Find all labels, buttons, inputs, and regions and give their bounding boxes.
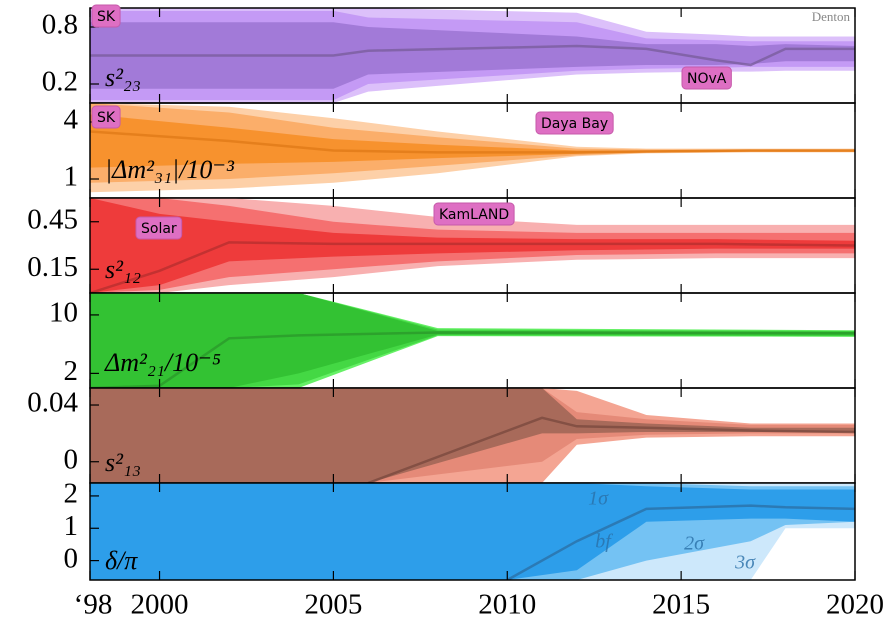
parameter-label: s²₁₃ bbox=[105, 448, 141, 477]
parameter-label: |Δm²₃₁|/10⁻³ bbox=[105, 155, 235, 184]
sigma-label: bf bbox=[595, 531, 613, 553]
experiment-tag: Solar bbox=[135, 216, 183, 240]
y-tick-label: 4 bbox=[64, 104, 79, 136]
band bbox=[90, 114, 855, 168]
panel bbox=[90, 8, 855, 103]
panel bbox=[90, 198, 855, 293]
y-tick-label: 1 bbox=[64, 161, 79, 193]
x-tick-label: 2010 bbox=[478, 589, 536, 621]
x-tick-label: 2020 bbox=[826, 589, 884, 621]
y-tick-label: 0.04 bbox=[27, 387, 78, 419]
experiment-tag: SK bbox=[91, 4, 121, 28]
y-tick-label: 2 bbox=[64, 355, 79, 387]
parameter-label: Δm²₂₁/10⁻⁵ bbox=[104, 348, 221, 377]
parameter-label: s²₁₂ bbox=[105, 255, 141, 284]
panel-frame bbox=[89, 482, 856, 581]
panel bbox=[90, 103, 855, 193]
sigma-label: 3σ bbox=[734, 552, 756, 574]
best-fit-line bbox=[506, 504, 855, 580]
tag-box bbox=[681, 66, 732, 90]
y-tick-label: 0.2 bbox=[42, 66, 78, 98]
x-tick-label: ‘98 bbox=[74, 589, 113, 621]
band bbox=[90, 198, 855, 293]
experiment-tag: Daya Bay bbox=[535, 111, 614, 135]
band bbox=[90, 22, 855, 89]
y-tick-label: 10 bbox=[49, 297, 78, 329]
panel bbox=[90, 483, 855, 580]
band bbox=[90, 293, 855, 388]
tag-text: SK bbox=[97, 110, 116, 126]
best-fit-line bbox=[90, 241, 855, 293]
tag-box bbox=[135, 216, 183, 240]
best-fit-line bbox=[90, 130, 855, 154]
tag-text: Daya Bay bbox=[541, 116, 608, 132]
tag-box bbox=[433, 202, 515, 226]
experiment-tag: NOvA bbox=[681, 66, 732, 90]
panel bbox=[90, 388, 855, 483]
best-fit-line bbox=[90, 331, 855, 388]
tag-box bbox=[91, 105, 121, 129]
parameter-label: s²₂₃ bbox=[105, 63, 141, 92]
tag-text: SK bbox=[97, 9, 116, 25]
sigma-label: 1σ bbox=[588, 488, 609, 510]
tag-box bbox=[535, 111, 614, 135]
x-tick-label: 2005 bbox=[304, 589, 362, 621]
tag-text: NOvA bbox=[687, 71, 727, 87]
x-tick-label: 2015 bbox=[652, 589, 710, 621]
y-tick-label: 1 bbox=[64, 510, 79, 542]
best-fit-line bbox=[367, 416, 855, 483]
band bbox=[90, 388, 855, 483]
y-tick-label: 0.15 bbox=[27, 251, 78, 283]
parameter-label: δ/π bbox=[105, 546, 138, 575]
y-tick-label: 0 bbox=[64, 443, 79, 475]
y-tick-label: 2 bbox=[64, 478, 79, 510]
tag-box bbox=[91, 4, 121, 28]
y-tick-label: 0.45 bbox=[27, 203, 78, 235]
tag-text: Solar bbox=[141, 221, 177, 237]
experiment-tag: SK bbox=[91, 105, 121, 129]
band bbox=[90, 103, 855, 183]
author-note: Denton bbox=[812, 9, 851, 24]
sigma-label: 2σ bbox=[684, 533, 705, 555]
panel bbox=[90, 293, 855, 388]
x-tick-label: 2000 bbox=[131, 589, 189, 621]
best-fit-line bbox=[90, 44, 855, 67]
y-tick-label: 0 bbox=[64, 542, 79, 574]
y-tick-label: 0.8 bbox=[42, 9, 78, 41]
experiment-tag: KamLAND bbox=[433, 202, 515, 226]
tag-text: KamLAND bbox=[439, 207, 509, 223]
